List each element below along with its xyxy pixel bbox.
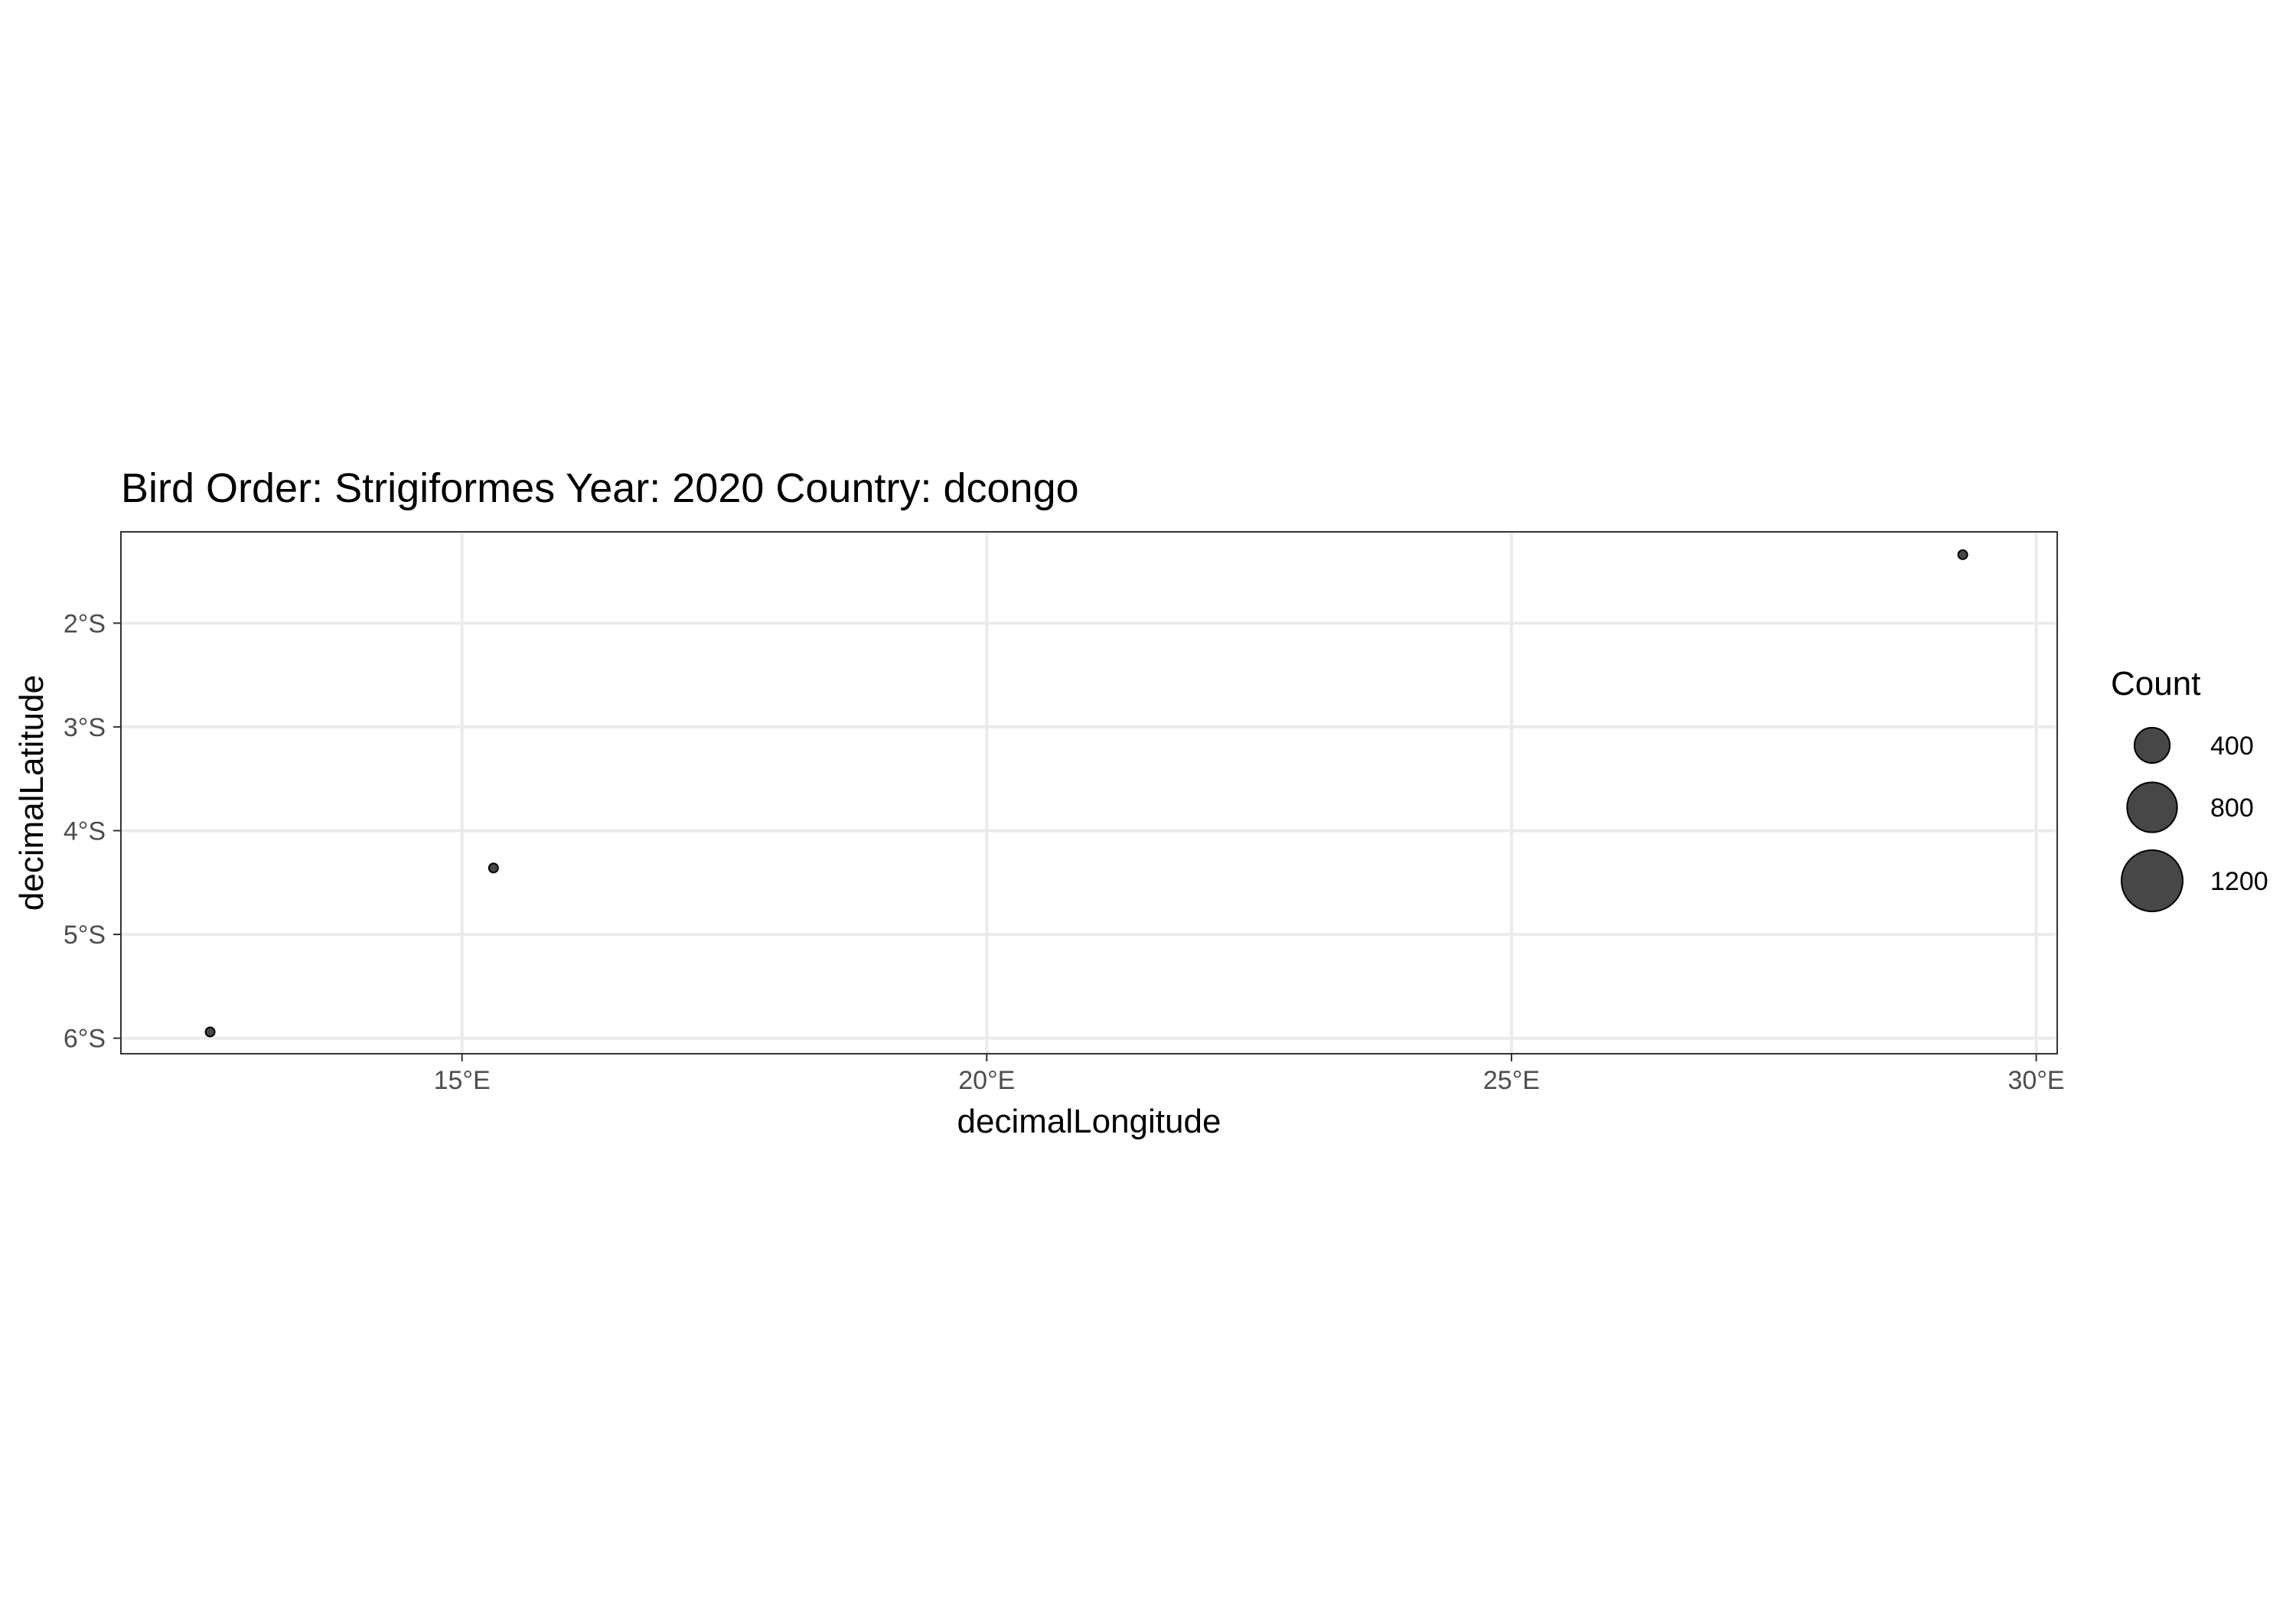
legend: Count 400 800 1200 [2111,665,2268,912]
legend-key [2121,849,2183,912]
data-point [204,1026,216,1038]
legend-title: Count [2111,665,2200,702]
legend-entries: 400 800 1200 [2121,726,2268,912]
legend-key [2133,726,2171,764]
data-point [488,862,499,874]
legend-label: 800 [2210,794,2254,823]
y-tick-label: 6°S [64,1025,106,1054]
x-tick-label: 25°E [1483,1066,1540,1095]
legend-label: 400 [2210,732,2254,761]
x-axis-title: decimalLongitude [957,1103,1221,1140]
y-tick-label: 3°S [64,713,106,742]
y-axis: 2°S 3°S 4°S 5°S 6°S [64,609,121,1054]
chart-title: Bird Order: Strigiformes Year: 2020 Coun… [121,465,1079,511]
grid-lines [121,532,2057,1054]
data-point [1957,549,1968,560]
x-tick-label: 20°E [958,1066,1015,1095]
x-tick-label: 30°E [2008,1066,2065,1095]
legend-key [2126,781,2178,833]
plot-border [120,531,2058,1054]
y-axis-title: decimalLatitude [13,675,51,911]
plot-panel [121,532,2057,1054]
data-points [204,549,1968,1038]
x-tick-label: 15°E [434,1066,491,1095]
y-tick-label: 2°S [64,609,106,638]
x-axis: 15°E 20°E 25°E 30°E [434,1054,2065,1095]
legend-label: 1200 [2210,867,2268,896]
y-tick-label: 5°S [64,921,106,950]
y-tick-label: 4°S [64,817,106,846]
